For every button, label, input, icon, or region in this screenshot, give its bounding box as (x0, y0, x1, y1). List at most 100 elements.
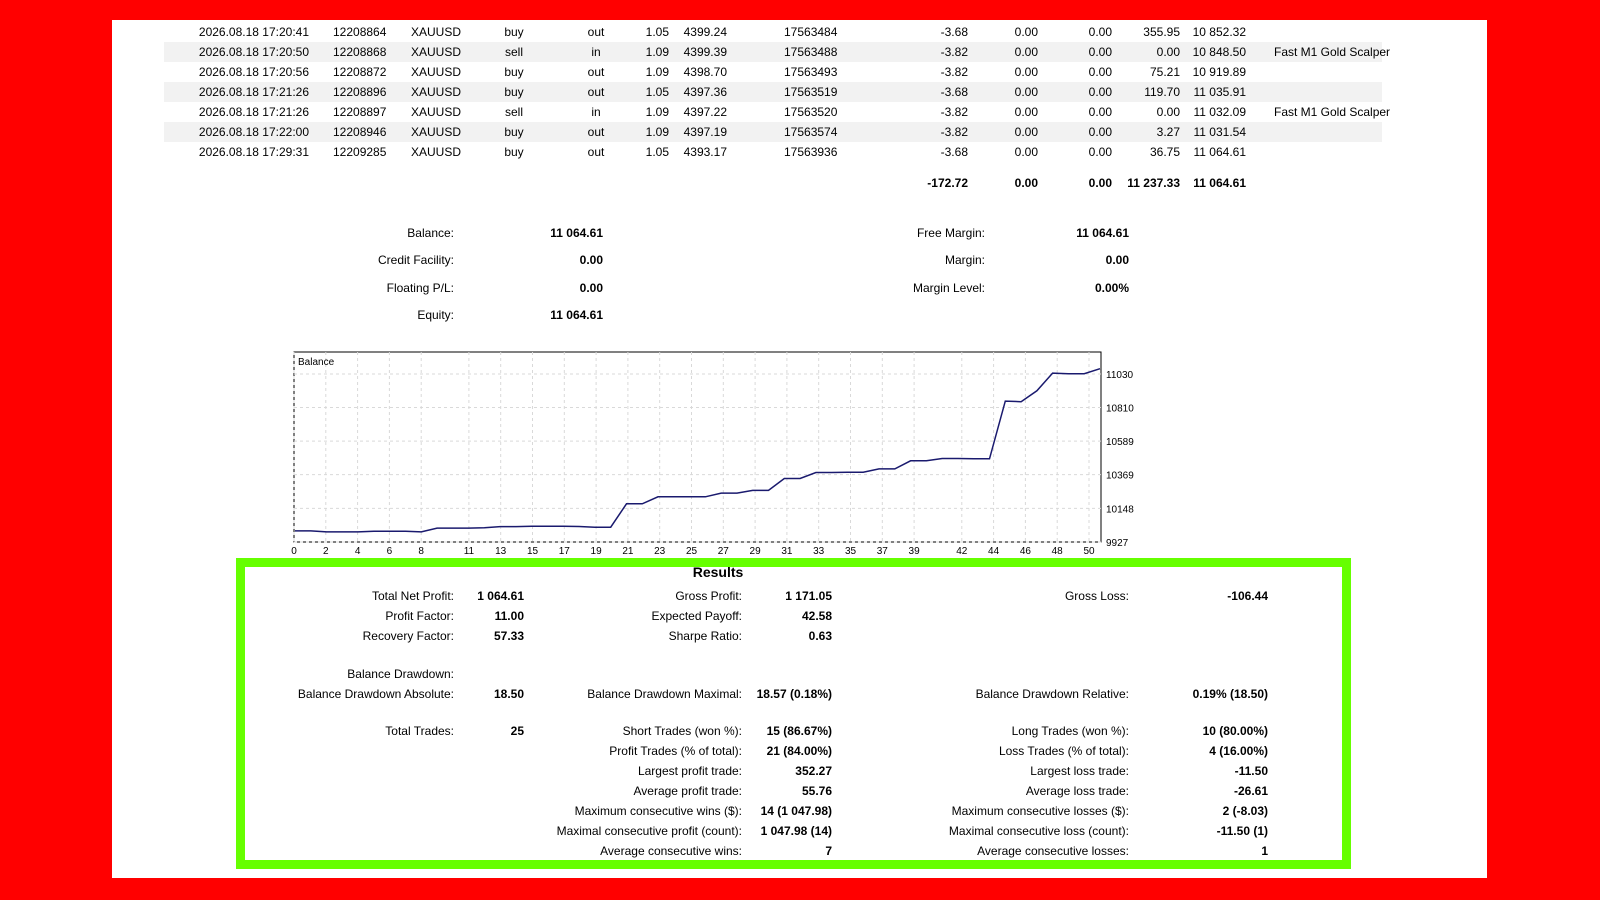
loss-trades-label: Loss Trades (% of total): (998, 744, 1129, 758)
recovery-factor-value: 57.33 (493, 629, 524, 643)
deal-time: 2026.08.18 17:20:56 (198, 65, 309, 79)
avg-profit-label: Average profit trade: (633, 784, 742, 798)
deal-type: sell (504, 45, 523, 59)
deal-swap: 0.00 (1014, 85, 1038, 99)
deal-id: 12208896 (333, 85, 387, 99)
deal-price: 4399.39 (683, 45, 727, 59)
balance-series-line (295, 367, 1101, 533)
x-tick-label: 42 (956, 546, 968, 557)
x-tick-label: 46 (1020, 546, 1032, 557)
table-row: 2026.08.18 17:21:26 12208896 XAUUSD buy out 1… (164, 82, 1382, 102)
deal-volume: 1.09 (645, 65, 669, 79)
x-tick-label: 17 (559, 546, 571, 557)
deal-profit: 0.00 (1156, 45, 1180, 59)
deal-type: sell (504, 105, 523, 119)
total-commission: -172.72 (927, 176, 968, 190)
deal-fee: 0.00 (1088, 25, 1112, 39)
deal-direction: out (587, 25, 605, 39)
maximal-cons-profit-value: 1 047.98 (14) (760, 824, 832, 838)
deal-type: buy (504, 85, 524, 99)
deal-direction: out (587, 85, 605, 99)
table-row: 2026.08.18 17:22:00 12208946 XAUUSD buy out 1… (164, 122, 1382, 142)
deal-volume: 1.05 (645, 145, 669, 159)
y-tick-label: 10810 (1106, 404, 1134, 415)
x-tick-label: 25 (686, 546, 698, 557)
deal-comment: Fast M1 Gold Scalper (1274, 105, 1391, 119)
deals-table: 2026.08.18 17:20:41 12208864 XAUUSD buy out 1… (164, 22, 1390, 162)
sharpe-value: 0.63 (808, 629, 832, 643)
profit-factor-label: Profit Factor: (385, 609, 454, 623)
x-tick-label: 27 (718, 546, 730, 557)
expected-payoff-label: Expected Payoff: (651, 609, 742, 623)
avg-cons-wins-value: 7 (825, 844, 832, 858)
y-tick-label: 10589 (1106, 437, 1134, 448)
deal-balance: 11 064.61 (1193, 145, 1247, 159)
x-tick-label: 13 (495, 546, 507, 557)
total-swap: 0.00 (1014, 176, 1038, 190)
deal-order: 17563574 (784, 125, 838, 139)
deal-fee: 0.00 (1088, 105, 1112, 119)
x-tick-label: 15 (527, 546, 539, 557)
deal-direction: out (587, 145, 605, 159)
deal-swap: 0.00 (1014, 125, 1038, 139)
deal-commission: -3.68 (940, 25, 968, 39)
short-trades-label: Short Trades (won %): (622, 724, 742, 738)
free-margin-value: 11 064.61 (1076, 226, 1129, 240)
gross-loss-label: Gross Loss: (1064, 589, 1129, 603)
deal-fee: 0.00 (1088, 65, 1112, 79)
avg-cons-losses-label: Average consecutive losses: (977, 844, 1129, 858)
deal-commission: -3.82 (940, 125, 968, 139)
deal-id: 12208868 (333, 45, 387, 59)
bd-maximal-label: Balance Drawdown Maximal: (587, 687, 742, 701)
x-tick-label: 4 (355, 546, 361, 557)
balance-value: 11 064.61 (550, 226, 603, 240)
profit-trades-label: Profit Trades (% of total): (609, 744, 742, 758)
x-tick-label: 0 (291, 546, 297, 557)
table-row: 2026.08.18 17:20:50 12208868 XAUUSD sell in 1… (164, 42, 1390, 62)
deal-fee: 0.00 (1088, 85, 1112, 99)
recovery-factor-label: Recovery Factor: (362, 629, 454, 643)
deal-symbol: XAUUSD (411, 25, 462, 39)
results-highlight-box (236, 558, 1351, 869)
deal-profit: 3.27 (1156, 125, 1180, 139)
gross-profit-value: 1 171.05 (785, 589, 832, 603)
total-trades-value: 25 (510, 724, 524, 738)
deal-fee: 0.00 (1088, 45, 1112, 59)
deal-time: 2026.08.18 17:20:41 (198, 25, 309, 39)
deal-profit: 0.00 (1156, 105, 1180, 119)
deal-commission: -3.82 (940, 45, 968, 59)
deal-direction: in (591, 105, 601, 119)
deal-swap: 0.00 (1014, 145, 1038, 159)
max-cons-losses-value: 2 (-8.03) (1222, 804, 1268, 818)
x-tick-label: 6 (387, 546, 393, 557)
deal-time: 2026.08.18 17:22:00 (198, 125, 309, 139)
balance-chart: Balance 0 2 4 6 8 11 13 15 17 19 21 23 25 27 29 31 33 35 3… (291, 351, 1134, 557)
deal-direction: out (587, 125, 605, 139)
deal-profit: 355.95 (1143, 25, 1180, 39)
x-tick-label: 37 (877, 546, 889, 557)
deal-volume: 1.09 (645, 125, 669, 139)
largest-loss-label: Largest loss trade: (1030, 764, 1129, 778)
deal-direction: in (591, 45, 601, 59)
bd-relative-label: Balance Drawdown Relative: (975, 687, 1129, 701)
deal-id: 12208864 (333, 25, 387, 39)
largest-profit-label: Largest profit trade: (637, 764, 742, 778)
deal-volume: 1.05 (645, 85, 669, 99)
short-trades-value: 15 (86.67%) (766, 724, 832, 738)
deal-id: 12208872 (333, 65, 387, 79)
deal-swap: 0.00 (1014, 105, 1038, 119)
deal-volume: 1.09 (645, 45, 669, 59)
total-net-profit-label: Total Net Profit: (371, 589, 454, 603)
x-tick-label: 23 (654, 546, 666, 557)
balance-drawdown-label: Balance Drawdown: (347, 667, 454, 681)
deal-order: 17563488 (784, 45, 838, 59)
gross-profit-label: Gross Profit: (675, 589, 742, 603)
max-cons-wins-label: Maximum consecutive wins ($): (574, 804, 742, 818)
bd-absolute-label: Balance Drawdown Absolute: (297, 687, 454, 701)
avg-profit-value: 55.76 (801, 784, 832, 798)
x-tick-label: 19 (591, 546, 603, 557)
bd-relative-value: 0.19% (18.50) (1192, 687, 1268, 701)
deal-order: 17563493 (784, 65, 838, 79)
deal-type: buy (504, 145, 524, 159)
deal-swap: 0.00 (1014, 25, 1038, 39)
